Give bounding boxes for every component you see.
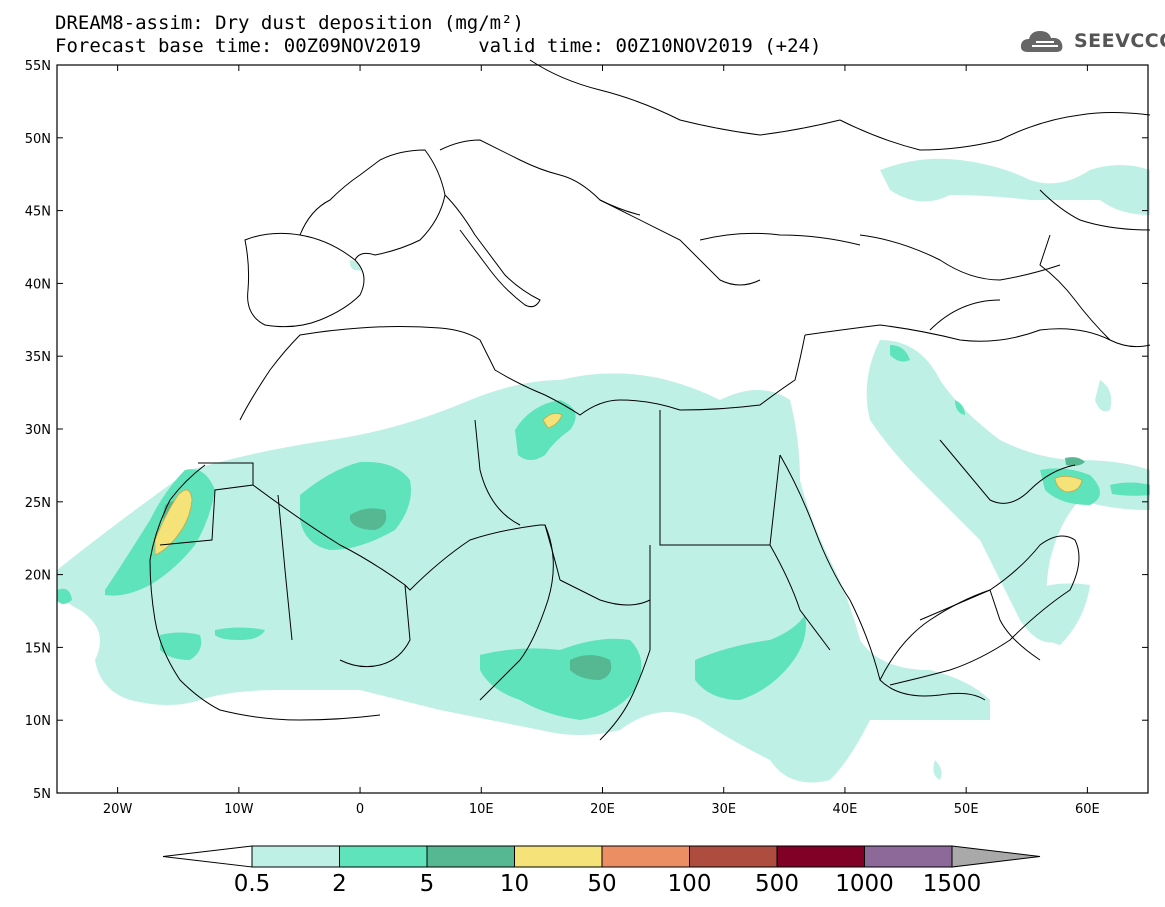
map-subtitle: Forecast base time: 00Z09NOV2019 valid t… (55, 35, 822, 57)
colorbar-bin (426, 845, 515, 868)
colorbar-under-arrow (162, 845, 253, 868)
colorbar-bin (864, 845, 953, 868)
lat-tick-label: 10N (25, 714, 51, 729)
colorbar-label: 10 (500, 871, 529, 897)
dust-level-4-areas (154, 412, 1083, 556)
latitude-axis: 55N 50N 45N 40N 35N 30N 25N 20N 15N 10N 5N (25, 59, 1148, 802)
colorbar-bin (339, 845, 428, 868)
colorbar-over-arrow (951, 845, 1041, 868)
colorbar-bin (251, 845, 340, 868)
lat-tick-label: 30N (25, 423, 51, 438)
lat-tick-label: 55N (25, 59, 51, 74)
lon-tick-label: 60E (1075, 802, 1100, 817)
logo-text: SEEVCCC (1074, 30, 1165, 52)
colorbar-bin (514, 845, 603, 868)
colorbar-label: 50 (587, 871, 616, 897)
colorbar-label: 1500 (923, 871, 982, 897)
lon-tick-label: 0 (356, 802, 364, 817)
colorbar-label: 5 (420, 871, 435, 897)
lon-tick-label: 10W (224, 802, 254, 817)
lon-tick-label: 20W (103, 802, 133, 817)
colorbar-bin (689, 845, 778, 868)
lat-tick-label: 25N (25, 496, 51, 511)
lat-tick-label: 40N (25, 277, 51, 292)
colorbar-label: 1000 (835, 871, 894, 897)
lat-tick-label: 20N (25, 569, 51, 584)
cloud-icon (1020, 31, 1063, 52)
colorbar-label: 0.5 (234, 871, 271, 897)
map-title: DREAM8-assim: Dry dust deposition (mg/m²… (55, 12, 524, 34)
country-borders (149, 59, 1151, 741)
lon-tick-label: 40E (833, 802, 858, 817)
seevccc-logo: SEEVCCC (1018, 26, 1165, 56)
lat-tick-label: 35N (25, 350, 51, 365)
colorbar-label: 500 (755, 871, 799, 897)
lon-tick-label: 30E (711, 802, 736, 817)
colorbar-bin (776, 845, 865, 868)
colorbar-label: 2 (332, 871, 347, 897)
lon-tick-label: 50E (954, 802, 979, 817)
lat-tick-label: 50N (25, 132, 51, 147)
colorbar-label: 100 (668, 871, 712, 897)
lat-tick-label: 15N (25, 641, 51, 656)
colorbar-bin (601, 845, 690, 868)
colorbar: 0.5 2 5 10 50 100 500 1000 1500 (162, 845, 1041, 897)
lat-tick-label: 5N (33, 787, 51, 802)
longitude-axis: 20W 10W 0 10E 20E 30E 40E 50E 60E (103, 65, 1100, 817)
lat-tick-label: 45N (25, 205, 51, 220)
lon-tick-label: 20E (590, 802, 615, 817)
lon-tick-label: 10E (469, 802, 494, 817)
dust-deposition-field (57, 158, 1150, 783)
